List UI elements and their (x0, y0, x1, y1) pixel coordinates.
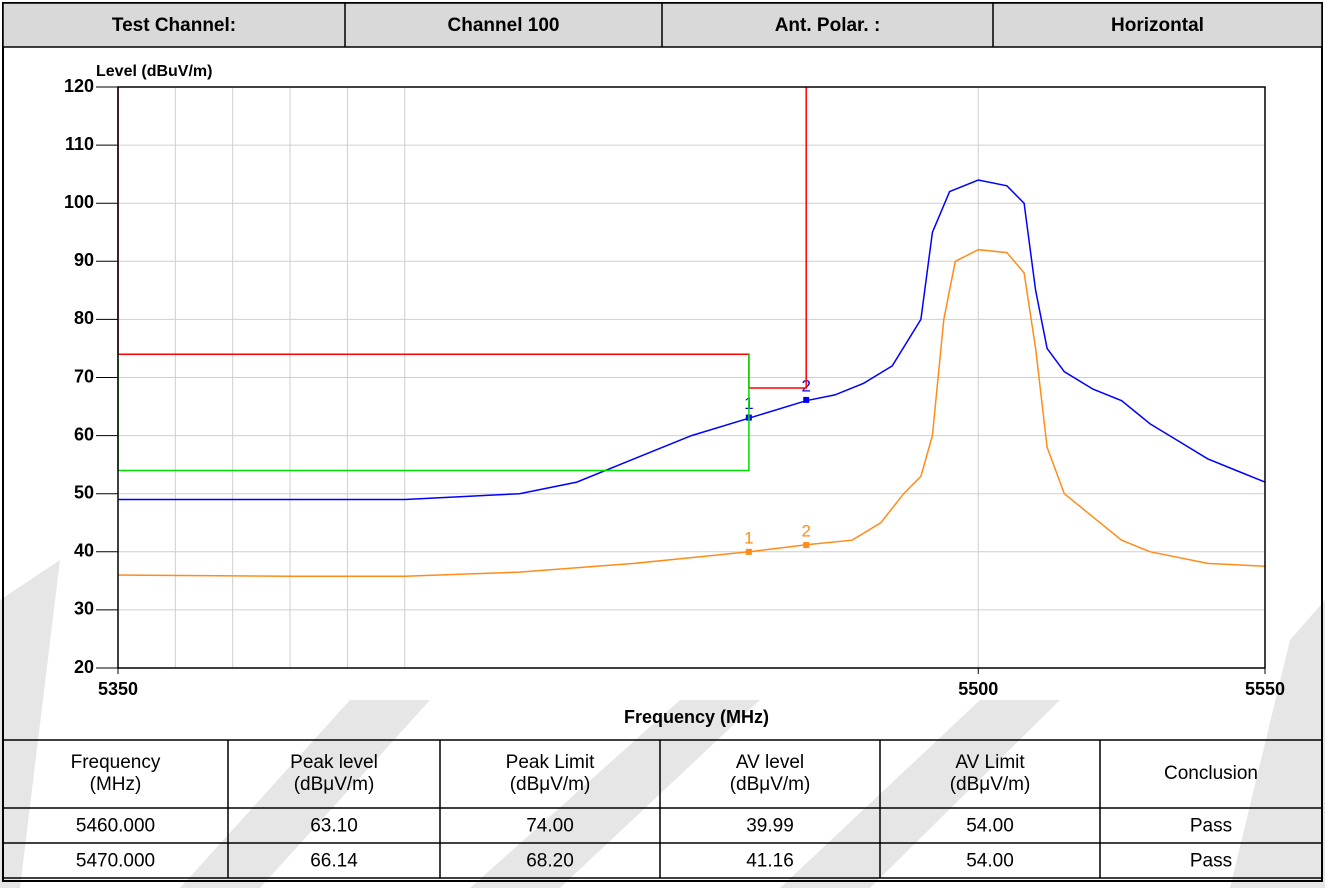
table-header-cell: Peak Limit (506, 752, 595, 773)
series-line (118, 179, 1266, 501)
y-tick-label: 120 (64, 76, 94, 96)
x-tick-label: 5350 (98, 679, 138, 699)
x-tick-label: 5550 (1245, 679, 1285, 699)
y-tick-label: 30 (74, 599, 94, 619)
table-header-cell: Frequency (71, 752, 161, 773)
table-cell: 63.10 (310, 816, 358, 837)
watermark (0, 560, 1325, 888)
x-axis-label: Frequency (MHz) (624, 707, 769, 727)
table-cell: 41.16 (746, 851, 794, 872)
y-tick-label: 100 (64, 192, 94, 212)
y-tick-label: 110 (65, 134, 94, 154)
plot-border (117, 86, 1266, 669)
table-cell: 54.00 (966, 851, 1014, 872)
table-header-cell: AV Limit (955, 752, 1025, 773)
table-cell: Pass (1190, 851, 1232, 872)
table-header-cell: (dBμV/m) (294, 774, 375, 795)
y-tick-label: 60 (74, 424, 94, 444)
table-header-cell: (dBμV/m) (730, 774, 811, 795)
table-cell: Pass (1190, 816, 1232, 837)
table-cell: 39.99 (746, 816, 794, 837)
header-cell: Channel 100 (448, 15, 560, 36)
table-header-cell: (dBμV/m) (950, 774, 1031, 795)
table-cell: 54.00 (966, 816, 1014, 837)
table-header-cell: AV level (736, 752, 804, 773)
table-cell: 68.20 (526, 851, 574, 872)
marker (745, 548, 752, 555)
table-cell: 74.00 (526, 816, 574, 837)
y-tick-label: 40 (74, 541, 94, 561)
y-tick-label: 90 (74, 250, 94, 270)
marker (803, 396, 810, 403)
table-cell: 5460.000 (76, 816, 155, 837)
marker-label: 1 (744, 528, 753, 547)
table-header-cell: (dBμV/m) (510, 774, 591, 795)
header-cell: Test Channel: (112, 15, 236, 36)
table-header-cell: Peak level (290, 752, 378, 773)
table-header-cell: Conclusion (1164, 763, 1258, 784)
y-tick-label: 20 (74, 657, 94, 677)
y-tick-label: 50 (74, 482, 94, 502)
table-cell: 66.14 (310, 851, 358, 872)
series-line (117, 248, 1266, 577)
marker-label: 2 (801, 522, 810, 541)
table-cell: 5470.000 (76, 851, 155, 872)
y-tick-label: 80 (74, 308, 94, 328)
y-tick-label: 70 (74, 366, 94, 386)
header-cell: Horizontal (1111, 15, 1204, 36)
table-header-cell: (MHz) (90, 774, 142, 795)
marker (803, 542, 810, 549)
y-axis-label: Level (dBuV/m) (96, 63, 212, 80)
x-tick-label: 5500 (958, 679, 998, 699)
header-cell: Ant. Polar. : (775, 15, 881, 36)
